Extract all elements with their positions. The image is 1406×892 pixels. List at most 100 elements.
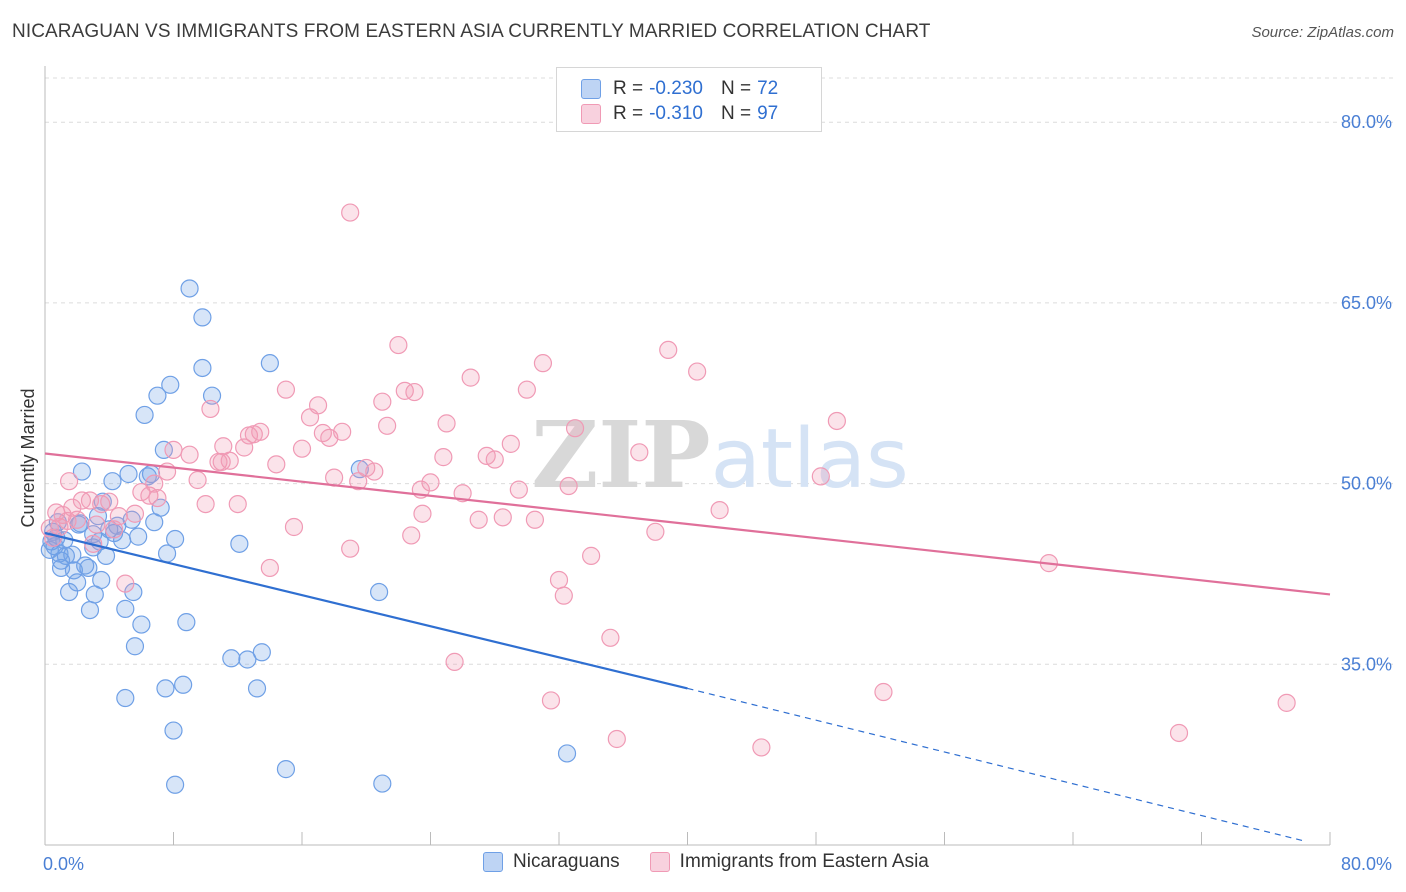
- point-eastern-asia: [646, 522, 665, 541]
- point-eastern-asia: [164, 440, 183, 459]
- point-nicaraguans: [180, 279, 199, 298]
- point-eastern-asia: [453, 484, 472, 503]
- legend-r-value: -0.230: [649, 78, 703, 99]
- chart-title: NICARAGUAN VS IMMIGRANTS FROM EASTERN AS…: [12, 21, 931, 42]
- point-eastern-asia: [565, 419, 585, 438]
- point-nicaraguans: [177, 613, 196, 632]
- trend-line-nicaraguans-dashed: [687, 687, 1307, 842]
- point-eastern-asia: [554, 586, 573, 605]
- point-nicaraguans: [129, 527, 148, 546]
- y-tick-label: 80.0%: [1341, 112, 1392, 132]
- watermark-zip: ZIP: [531, 401, 710, 509]
- point-nicaraguans: [260, 354, 279, 373]
- point-eastern-asia: [461, 368, 480, 387]
- point-nicaraguans: [151, 498, 170, 517]
- point-nicaraguans: [63, 545, 82, 564]
- point-eastern-asia: [125, 504, 145, 523]
- point-eastern-asia: [267, 455, 286, 474]
- watermark: ZIPatlas: [531, 401, 909, 509]
- legend-n-value: 97: [757, 103, 779, 124]
- stats-legend: R = -0.230 N = 72 R = -0.310 N = 97: [556, 67, 822, 132]
- legend-n-label: N =: [720, 78, 752, 99]
- point-eastern-asia: [53, 505, 72, 525]
- point-eastern-asia: [752, 738, 771, 757]
- point-nicaraguans: [76, 556, 95, 575]
- legend-swatch-eastern-asia: [649, 852, 670, 872]
- point-nicaraguans: [230, 534, 249, 553]
- point-nicaraguans: [64, 561, 84, 580]
- point-eastern-asia: [87, 515, 106, 534]
- legend-label-nicaraguans: Nicaraguans: [513, 851, 620, 872]
- point-eastern-asia: [509, 480, 528, 499]
- point-nicaraguans: [238, 650, 257, 669]
- point-eastern-asia: [601, 628, 620, 647]
- point-eastern-asia: [469, 510, 488, 529]
- point-eastern-asia: [228, 494, 247, 514]
- point-eastern-asia: [688, 362, 707, 381]
- series-legend: Nicaraguans Immigrants from Eastern Asia: [483, 851, 959, 873]
- y-axis-title: Currently Married: [18, 388, 38, 527]
- point-nicaraguans: [72, 462, 92, 481]
- point-eastern-asia: [276, 380, 296, 399]
- point-nicaraguans: [370, 582, 389, 602]
- legend-n-value: 72: [757, 78, 779, 99]
- point-nicaraguans: [92, 570, 111, 590]
- point-eastern-asia: [180, 445, 199, 464]
- point-eastern-asia: [582, 546, 601, 565]
- point-nicaraguans: [135, 405, 154, 425]
- point-eastern-asia: [333, 422, 352, 441]
- point-eastern-asia: [493, 508, 512, 527]
- point-eastern-asia: [196, 494, 215, 514]
- point-eastern-asia: [148, 488, 167, 508]
- point-nicaraguans: [148, 386, 167, 405]
- point-nicaraguans: [164, 721, 183, 740]
- point-eastern-asia: [559, 476, 578, 496]
- x-tick-label: 80.0%: [1341, 854, 1392, 874]
- x-tick-labels: 0.0% 80.0%: [43, 854, 1392, 874]
- point-eastern-asia: [710, 501, 729, 520]
- legend-item-eastern-asia: Immigrants from Eastern Asia: [649, 851, 929, 873]
- trend-line-eastern-asia: [44, 452, 1331, 596]
- legend-r-label: R =: [613, 78, 644, 99]
- point-nicaraguans: [125, 637, 145, 656]
- point-eastern-asia: [437, 414, 456, 433]
- point-nicaraguans: [247, 679, 267, 698]
- legend-r-label: R =: [613, 103, 644, 124]
- point-eastern-asia: [201, 399, 220, 419]
- point-nicaraguans: [222, 649, 241, 668]
- point-eastern-asia: [389, 335, 408, 355]
- point-nicaraguans: [166, 775, 185, 794]
- point-nicaraguans: [103, 472, 122, 491]
- point-eastern-asia: [116, 574, 135, 593]
- legend-swatch-nicaraguans: [581, 79, 601, 99]
- point-eastern-asia: [1169, 723, 1189, 743]
- point-eastern-asia: [607, 729, 626, 749]
- legend-label-eastern-asia: Immigrants from Eastern Asia: [679, 851, 929, 872]
- trend-lines: [44, 452, 1331, 842]
- point-nicaraguans: [276, 760, 296, 779]
- point-eastern-asia: [421, 473, 440, 492]
- point-eastern-asia: [533, 354, 553, 373]
- point-nicaraguans: [161, 375, 180, 394]
- point-nicaraguans: [154, 440, 173, 459]
- point-eastern-asia: [434, 448, 453, 467]
- point-nicaraguans: [202, 386, 222, 405]
- point-eastern-asia: [188, 470, 207, 490]
- point-nicaraguans: [116, 599, 135, 618]
- point-nicaraguans: [138, 467, 157, 486]
- point-eastern-asia: [341, 203, 360, 222]
- point-eastern-asia: [811, 467, 830, 486]
- point-eastern-asia: [109, 507, 128, 526]
- point-eastern-asia: [100, 492, 119, 511]
- point-nicaraguans: [68, 573, 87, 592]
- point-eastern-asia: [827, 411, 846, 431]
- point-eastern-asia: [485, 450, 504, 469]
- point-eastern-asia: [378, 416, 397, 435]
- legend-row-eastern-asia: R = -0.310 N = 97: [581, 102, 778, 126]
- legend-r-value: -0.310: [649, 103, 703, 124]
- legend-swatch-eastern-asia: [581, 104, 601, 124]
- point-eastern-asia: [68, 510, 87, 529]
- point-nicaraguans: [557, 744, 577, 763]
- legend-n-label: N =: [720, 103, 752, 124]
